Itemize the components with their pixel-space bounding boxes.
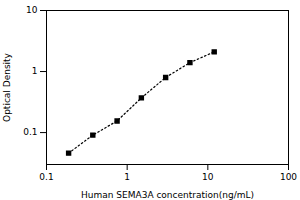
svg-text:Human SEMA3A concentration(ng/: Human SEMA3A concentration(ng/mL) — [81, 190, 254, 200]
svg-text:10: 10 — [202, 172, 214, 182]
svg-text:100: 100 — [280, 172, 297, 182]
svg-text:0.1: 0.1 — [23, 127, 37, 137]
svg-text:1: 1 — [124, 172, 130, 182]
svg-text:10: 10 — [26, 5, 38, 15]
svg-text:1: 1 — [32, 66, 38, 76]
svg-text:Optical Density: Optical Density — [2, 52, 12, 122]
svg-text:0.1: 0.1 — [39, 172, 53, 182]
